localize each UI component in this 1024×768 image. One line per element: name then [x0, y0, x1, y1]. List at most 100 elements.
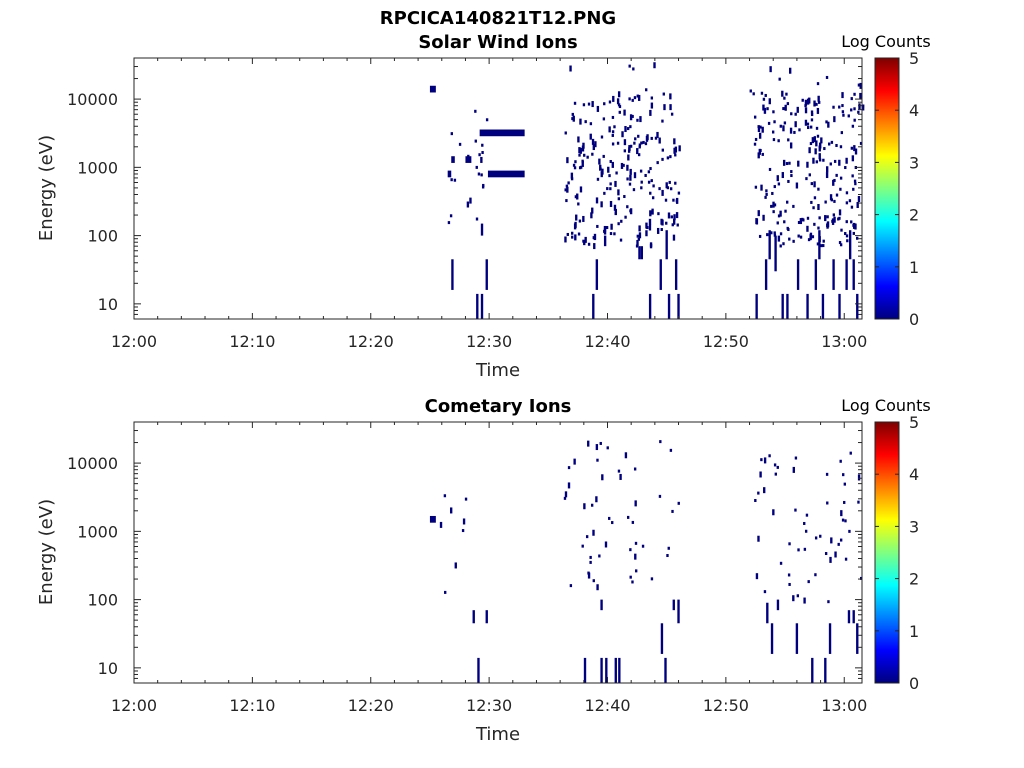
count-pixel	[832, 105, 835, 109]
count-pixel	[565, 184, 569, 188]
count-pixel	[666, 554, 669, 558]
count-pixel	[760, 184, 763, 191]
count-column	[592, 293, 595, 319]
count-pixel	[582, 142, 585, 149]
count-column	[786, 293, 789, 319]
count-pixel	[614, 212, 617, 216]
count-pixel	[816, 82, 820, 86]
count-pixel	[856, 236, 859, 240]
count-pixel	[844, 166, 847, 170]
count-pixel	[595, 197, 599, 204]
count-column	[677, 599, 680, 624]
count-pixel	[846, 239, 849, 243]
count-column	[485, 610, 488, 624]
count-pixel	[672, 198, 675, 202]
count-pixel	[814, 573, 817, 577]
count-pixel	[577, 202, 580, 206]
count-pixel	[793, 130, 796, 134]
colorbar-tick-label: 3	[909, 153, 919, 172]
count-pixel	[839, 187, 842, 191]
count-column	[824, 657, 827, 683]
count-pixel	[773, 463, 777, 467]
count-pixel	[852, 223, 855, 227]
count-column	[640, 246, 644, 260]
count-column	[472, 610, 475, 624]
count-pixel	[787, 573, 791, 577]
count-pixel	[831, 219, 834, 223]
count-pixel	[765, 192, 768, 196]
count-pixel	[602, 154, 605, 158]
count-pixel	[569, 584, 573, 588]
count-column	[776, 599, 780, 611]
count-pixel	[633, 141, 636, 145]
count-pixel	[760, 458, 763, 462]
count-pixel	[675, 199, 679, 203]
count-pixel	[617, 103, 621, 107]
count-pixel	[853, 92, 856, 96]
count-segment	[451, 156, 455, 163]
count-pixel	[814, 536, 818, 540]
count-pixel	[785, 162, 789, 166]
count-pixel	[758, 132, 762, 139]
figure-title: RPCICA140821T12.PNG	[380, 8, 616, 29]
count-pixel	[773, 233, 777, 237]
count-pixel	[777, 182, 781, 186]
count-pixel	[824, 215, 827, 222]
count-pixel	[622, 163, 625, 167]
count-pixel	[636, 234, 639, 238]
count-pixel	[816, 107, 820, 114]
count-pixel	[574, 160, 577, 164]
count-pixel	[762, 97, 766, 101]
count-pixel	[618, 110, 621, 114]
count-pixel	[635, 569, 638, 573]
count-pixel	[616, 141, 620, 145]
count-pixel	[461, 529, 465, 533]
count-pixel	[790, 112, 793, 116]
count-pixel	[788, 542, 791, 546]
count-pixel	[596, 105, 600, 112]
count-pixel	[854, 148, 858, 155]
count-pixel	[675, 212, 679, 219]
count-pixel	[856, 202, 859, 209]
count-pixel	[783, 96, 786, 100]
count-pixel	[830, 537, 833, 544]
count-pixel	[757, 126, 761, 133]
count-pixel	[757, 491, 760, 495]
count-pixel	[820, 137, 823, 144]
count-pixel	[608, 100, 612, 104]
count-pixel	[599, 441, 602, 445]
colorbar-label: Log Counts	[841, 396, 931, 415]
count-pixel	[841, 92, 844, 99]
count-pixel	[596, 458, 599, 462]
count-pixel	[763, 107, 767, 114]
count-pixel	[563, 496, 567, 500]
count-pixel	[474, 139, 477, 143]
count-pixel	[825, 166, 829, 173]
count-pixel	[665, 221, 668, 225]
count-pixel	[760, 91, 764, 95]
spectrogram-marks	[429, 62, 865, 319]
count-pixel	[851, 124, 855, 128]
count-pixel	[808, 173, 811, 177]
count-pixel	[591, 138, 595, 145]
count-pixel	[776, 175, 779, 182]
count-pixel	[757, 535, 760, 542]
spectrogram-marks	[429, 440, 863, 683]
count-pixel	[838, 209, 842, 216]
count-pixel	[450, 132, 453, 136]
y-tick-label: 1000	[77, 158, 118, 177]
count-pixel	[673, 147, 676, 154]
count-pixel	[832, 213, 836, 217]
count-pixel	[841, 518, 845, 522]
count-pixel	[804, 107, 808, 114]
count-pixel	[672, 234, 676, 241]
count-pixel	[789, 127, 793, 134]
count-pixel	[602, 117, 606, 121]
count-pixel	[589, 555, 592, 559]
count-pixel	[595, 444, 599, 451]
count-pixel	[668, 180, 671, 184]
count-column	[768, 230, 771, 260]
count-column	[665, 230, 668, 260]
count-pixel	[611, 521, 614, 525]
count-pixel	[629, 144, 633, 148]
